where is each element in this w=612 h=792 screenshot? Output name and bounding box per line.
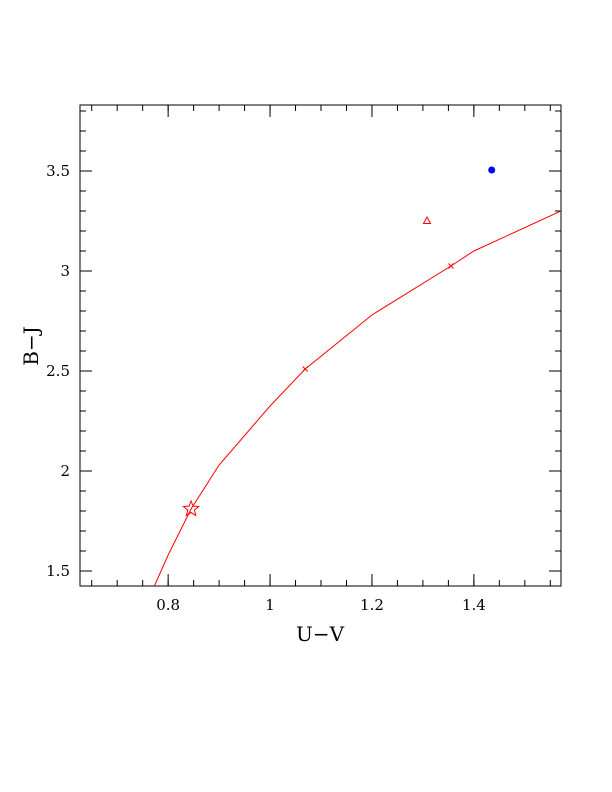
x-tick-label: 1.4 [462, 596, 486, 614]
y-axis-title: B−J [19, 326, 43, 365]
cross-marker [302, 366, 309, 372]
y-tick-label: 3 [60, 262, 70, 280]
y-tick-label: 3.5 [46, 162, 70, 180]
y-tick-label: 1.5 [46, 562, 70, 580]
star-marker [182, 499, 200, 517]
x-tick-label: 0.8 [156, 596, 180, 614]
circle-marker [488, 166, 496, 174]
plot-frame [79, 104, 562, 587]
y-tick-label: 2.5 [46, 362, 70, 380]
x-tick-label: 1 [265, 596, 275, 614]
triangle-marker [422, 215, 432, 224]
x-axis-title: U−V [296, 622, 345, 646]
cross-marker [448, 263, 454, 269]
fit-curve [153, 210, 561, 586]
plot-area [153, 166, 561, 586]
x-tick-label: 1.2 [360, 596, 384, 614]
y-tick-label: 2 [60, 462, 70, 480]
